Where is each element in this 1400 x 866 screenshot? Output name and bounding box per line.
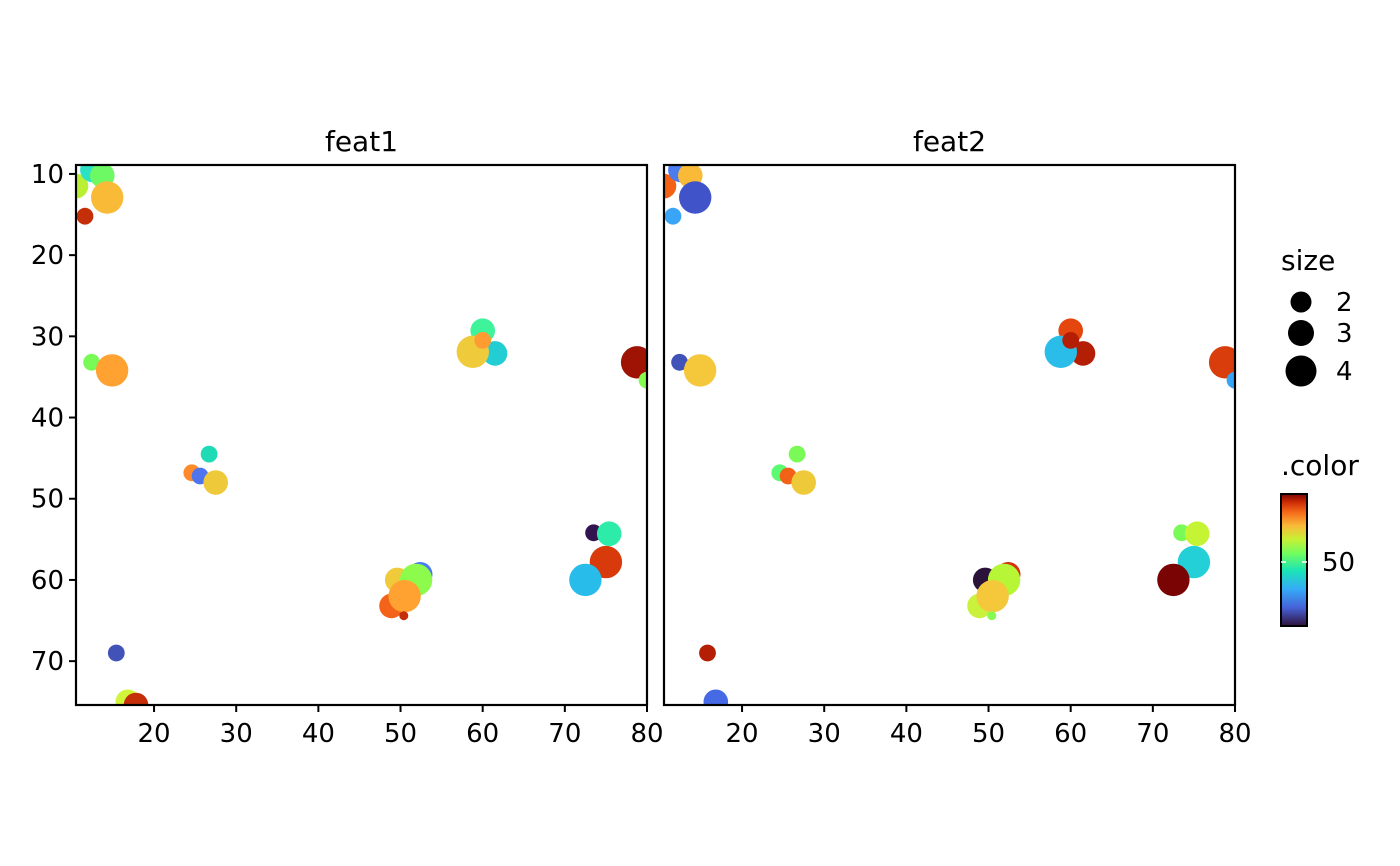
- color-bar: [1280, 493, 1308, 627]
- x-tick-label: 60: [1054, 719, 1087, 749]
- x-tick-label: 40: [890, 719, 923, 749]
- data-point: [788, 445, 806, 463]
- x-tick-label: 60: [466, 719, 499, 749]
- size-legend-label-3: 3: [1336, 319, 1353, 349]
- y-tick-label: 40: [31, 404, 64, 434]
- panel-feat1: feat1: [74, 125, 649, 707]
- color-legend-title: .color: [1281, 449, 1359, 482]
- y-tick-label: 20: [31, 241, 64, 271]
- y-tick-label: 30: [31, 322, 64, 352]
- data-point: [95, 354, 129, 387]
- data-point: [203, 470, 228, 495]
- color-legend-label-50: 50: [1322, 548, 1355, 578]
- y-tick-label: 50: [31, 485, 64, 515]
- data-point: [123, 692, 149, 705]
- data-point: [1226, 371, 1235, 389]
- data-point: [1157, 563, 1190, 597]
- x-axis-feat2: 20 30 40 50 60 70 80: [726, 705, 1252, 749]
- y-tick-label: 60: [31, 566, 64, 596]
- data-point: [83, 353, 100, 371]
- size-legend-key-4: [1285, 355, 1317, 387]
- data-point: [200, 445, 218, 463]
- data-point: [679, 181, 712, 214]
- data-point: [76, 173, 89, 199]
- size-legend: size 2 3 4: [1281, 244, 1353, 387]
- panel-feat2-border: [662, 163, 1237, 707]
- x-tick-label: 40: [302, 719, 335, 749]
- x-tick-label: 70: [548, 719, 581, 749]
- x-tick-label: 30: [220, 719, 253, 749]
- x-tick-label: 50: [384, 719, 417, 749]
- data-point: [671, 353, 688, 371]
- size-legend-label-2: 2: [1336, 288, 1353, 318]
- data-point: [699, 644, 716, 662]
- data-point: [1070, 341, 1096, 366]
- x-tick-label: 70: [1136, 719, 1169, 749]
- data-point: [683, 354, 717, 387]
- data-point: [791, 470, 816, 495]
- size-legend-key-3: [1288, 320, 1314, 346]
- data-point: [664, 173, 677, 199]
- y-tick-label: 70: [31, 647, 64, 677]
- x-tick-label: 20: [726, 719, 759, 749]
- data-point: [569, 563, 602, 597]
- data-point: [664, 207, 682, 225]
- data-point: [1184, 521, 1210, 546]
- data-point: [482, 341, 508, 366]
- data-point: [987, 611, 997, 621]
- data-point: [620, 346, 647, 379]
- panel-title-feat1: feat1: [325, 125, 398, 158]
- y-tick-label: 10: [31, 160, 64, 190]
- data-point: [638, 371, 647, 389]
- panel-feat1-border: [74, 163, 649, 707]
- size-legend-label-4: 4: [1336, 357, 1353, 387]
- data-point: [596, 521, 622, 546]
- data-point: [1208, 346, 1235, 379]
- size-legend-title: size: [1281, 244, 1335, 277]
- panel-title-feat2: feat2: [913, 125, 986, 158]
- data-point: [388, 580, 421, 613]
- x-tick-label: 50: [972, 719, 1005, 749]
- panel-feat2-points: [664, 165, 1235, 705]
- data-point: [474, 332, 492, 349]
- panel-feat2: feat2: [662, 125, 1237, 707]
- data-point: [1062, 332, 1080, 349]
- x-tick-label: 30: [808, 719, 841, 749]
- size-legend-key-2: [1290, 291, 1312, 313]
- x-tick-label: 20: [138, 719, 171, 749]
- data-point: [976, 580, 1009, 613]
- x-axis-feat1: 20 30 40 50 60 70 80: [138, 705, 664, 749]
- panel-feat1-points: [76, 165, 647, 705]
- data-point: [399, 611, 409, 621]
- x-tick-label: 80: [630, 719, 663, 749]
- data-point: [703, 689, 729, 705]
- data-point: [91, 181, 124, 214]
- data-point: [76, 207, 94, 225]
- data-point: [107, 644, 125, 662]
- y-axis: 10 20 30 40 50 60 70: [31, 160, 76, 677]
- color-legend: .color 50: [1280, 449, 1359, 627]
- x-tick-label: 80: [1218, 719, 1251, 749]
